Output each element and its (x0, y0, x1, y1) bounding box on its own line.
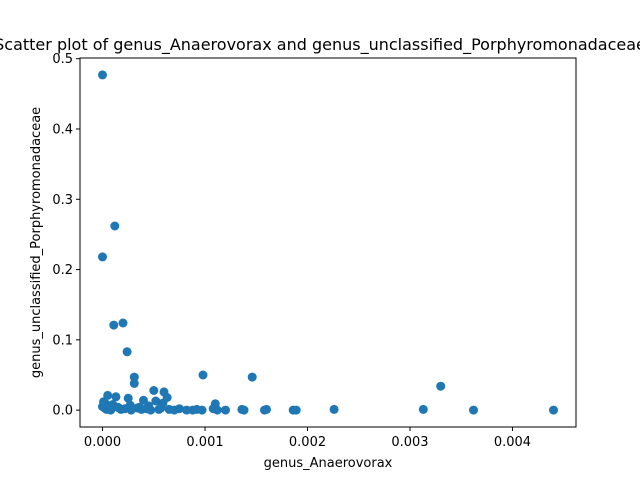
data-point (469, 405, 478, 415)
x-tick-label: 0.002 (289, 435, 326, 450)
data-point (111, 392, 121, 402)
y-tick-label: 0.0 (52, 404, 73, 419)
data-point (118, 318, 128, 328)
data-point (105, 401, 115, 411)
data-points (98, 70, 558, 415)
data-point (122, 347, 132, 357)
x-axis-ticks: 0.000 0.001 0.002 0.003 0.004 (84, 427, 531, 450)
data-point (329, 404, 339, 414)
data-point (123, 393, 133, 403)
y-axis-label: genus_unclassified_Porphyromonadaceae (29, 107, 44, 378)
data-point (134, 402, 144, 412)
x-axis-label: genus_Anaerovorax (264, 456, 393, 471)
data-point (197, 405, 207, 415)
x-tick-label: 0.003 (391, 435, 428, 450)
data-point (129, 372, 139, 382)
y-axis-ticks: 0.0 0.1 0.2 0.3 0.4 0.5 (52, 52, 80, 419)
data-point (549, 405, 558, 415)
data-point (144, 401, 154, 411)
y-tick-label: 0.1 (52, 333, 73, 348)
x-tick-label: 0.000 (84, 435, 121, 450)
data-point (262, 404, 271, 414)
data-point (239, 405, 249, 415)
x-tick-label: 0.004 (494, 435, 531, 450)
data-point (212, 405, 222, 415)
chart-title: Scatter plot of genus_Anaerovorax and ge… (0, 35, 640, 55)
data-point (156, 403, 166, 413)
data-point (418, 404, 428, 414)
data-point (98, 70, 107, 80)
data-point (114, 403, 124, 413)
data-point (129, 378, 139, 388)
y-tick-label: 0.5 (52, 52, 73, 67)
data-point (125, 400, 135, 410)
data-point (109, 320, 119, 330)
data-point (151, 396, 161, 406)
data-point (247, 372, 257, 382)
data-point (221, 405, 230, 415)
x-tick-label: 0.001 (186, 435, 223, 450)
y-tick-label: 0.2 (52, 263, 73, 278)
data-point (98, 252, 107, 262)
data-point (436, 381, 446, 391)
data-point (291, 405, 301, 415)
data-point (110, 221, 120, 231)
data-point (149, 386, 159, 395)
data-point (198, 370, 208, 380)
y-tick-label: 0.3 (52, 193, 73, 208)
y-tick-label: 0.4 (52, 122, 73, 137)
data-point (174, 404, 184, 414)
plot-frame (79, 57, 577, 428)
